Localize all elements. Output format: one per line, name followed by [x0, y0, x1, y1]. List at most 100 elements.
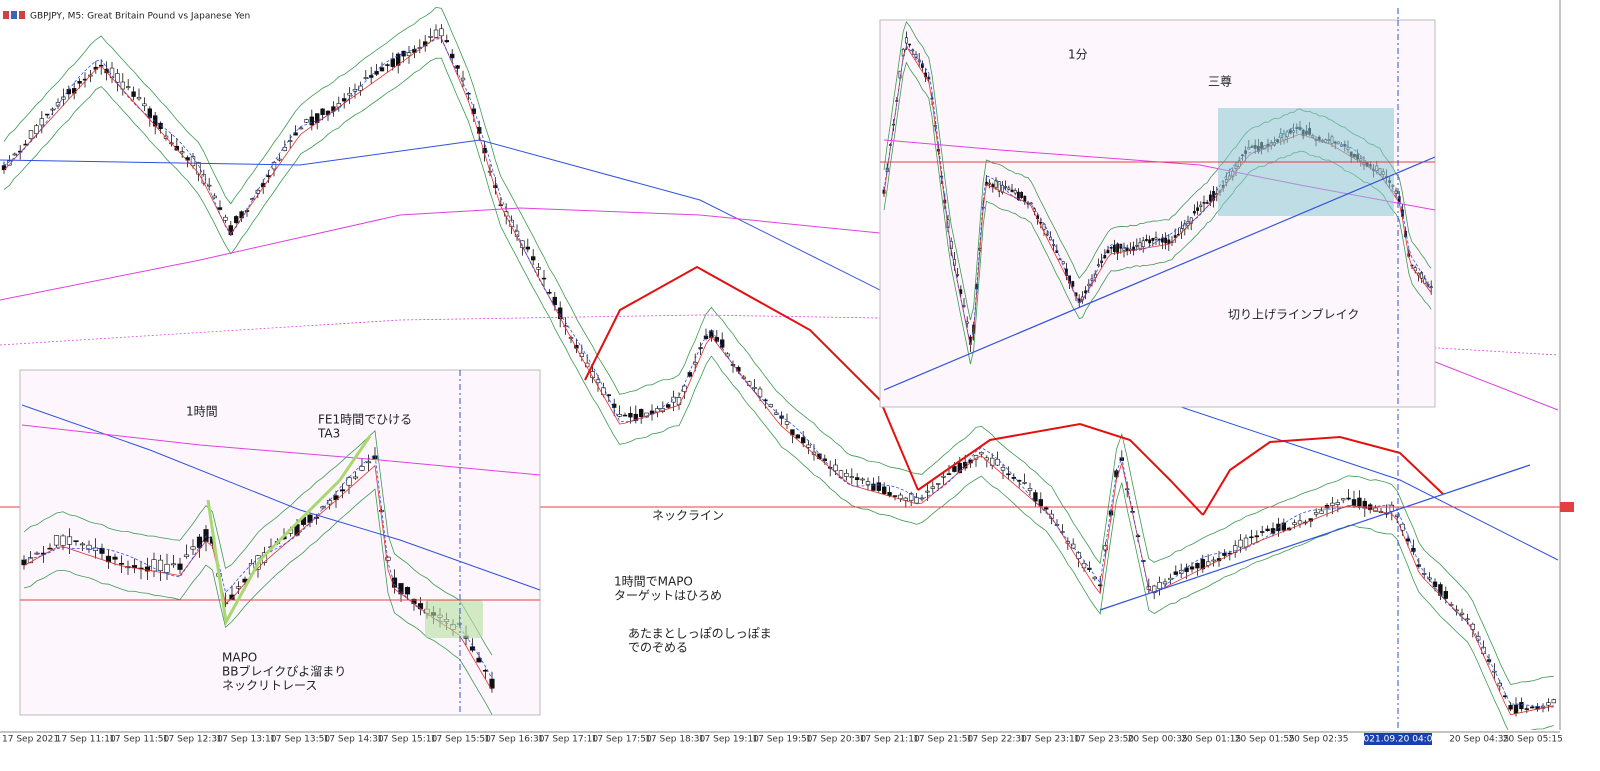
candle [1168, 577, 1173, 581]
candle [1184, 567, 1189, 572]
candle [104, 68, 109, 74]
candle [1135, 535, 1141, 537]
candle [709, 330, 714, 338]
candle [1205, 202, 1209, 204]
candle [1173, 571, 1178, 575]
x-tick-label: 17 Sep 16:30 [484, 735, 544, 745]
candle [21, 559, 27, 566]
candle [1084, 290, 1088, 294]
candle [887, 492, 892, 496]
candle [1164, 237, 1168, 244]
candle [811, 451, 817, 455]
candle [1141, 240, 1145, 247]
candle [177, 563, 183, 570]
candle [860, 478, 865, 481]
candle [1189, 566, 1195, 570]
candle [1048, 236, 1052, 241]
candle [1530, 706, 1535, 709]
candle [552, 296, 557, 306]
candle [45, 113, 50, 116]
candle [1064, 268, 1068, 276]
candle [390, 58, 395, 67]
candle [158, 122, 163, 130]
candle [489, 678, 495, 689]
x-tick-label: 17 Sep 17:10 [538, 735, 598, 745]
candle [1154, 237, 1158, 240]
candle [50, 108, 55, 111]
x-tick-label: 17 Sep 13:10 [216, 735, 276, 745]
annotation: 1時間でMAPO [614, 575, 693, 589]
candle [1211, 559, 1216, 562]
candle [925, 490, 930, 493]
candle [374, 70, 379, 75]
candle [1212, 191, 1216, 201]
band-upper [23, 429, 493, 656]
time-axis [0, 730, 1600, 771]
candle [444, 40, 449, 43]
candle [352, 89, 358, 92]
candle [994, 179, 998, 189]
candle [164, 563, 170, 573]
inset-1min: 1分 三尊 切り上げラインブレイク [879, 19, 1436, 408]
candle [404, 587, 411, 595]
candle [352, 476, 359, 479]
icon [3, 11, 9, 19]
candle [909, 493, 914, 501]
candle [60, 535, 66, 546]
candle [196, 536, 203, 548]
candle [55, 102, 61, 107]
candle [47, 547, 53, 550]
moving-average [883, 45, 1432, 345]
candle [1319, 510, 1324, 514]
candle [525, 246, 530, 250]
annotation: TA3 [317, 427, 340, 441]
candle [795, 434, 800, 439]
cursor-time: 2021.09.20 04:00 [1358, 735, 1439, 745]
candle [965, 321, 969, 324]
candle [7, 160, 12, 166]
candle [1513, 704, 1519, 714]
candle [1013, 190, 1017, 194]
candle [676, 397, 682, 406]
candle [298, 127, 304, 130]
candle [385, 64, 390, 66]
candle [904, 37, 908, 44]
candle [190, 546, 196, 550]
candle [1265, 528, 1270, 531]
candle [855, 477, 860, 480]
candle [144, 566, 151, 572]
x-tick-label: 17 Sep 23:10 [1020, 735, 1080, 745]
candle [941, 475, 946, 478]
candle [1351, 499, 1357, 506]
candle [1039, 221, 1043, 224]
candle [12, 153, 17, 156]
candle [871, 483, 876, 491]
annotation: 切り上げラインブレイク [1228, 307, 1359, 322]
candle [304, 119, 309, 123]
candle [930, 486, 935, 489]
candle [911, 49, 915, 52]
candle [1033, 492, 1038, 502]
candle [1524, 708, 1529, 710]
candle [1173, 235, 1177, 238]
candle [493, 185, 498, 188]
candle [1004, 186, 1008, 188]
candle [1416, 564, 1421, 567]
candle [1443, 591, 1448, 599]
candle [1546, 702, 1551, 706]
x-tick-label: 17 Sep 21:10 [860, 735, 920, 745]
annotation: 1時間 [186, 405, 218, 419]
candle [1465, 618, 1470, 621]
candle [1, 165, 7, 171]
candle [1098, 584, 1103, 587]
candle [1292, 522, 1297, 525]
candle [892, 495, 898, 497]
candle [1426, 283, 1430, 286]
cursor-tag [1364, 733, 1432, 745]
annotation: BBブレイクぴよ溜まり [222, 664, 346, 679]
x-tick-label: 17 Sep 14:30 [324, 735, 384, 745]
x-tick-label: 17 Sep 19:50 [752, 735, 812, 745]
candle [617, 414, 622, 417]
candle [223, 216, 228, 221]
candle [666, 404, 671, 408]
